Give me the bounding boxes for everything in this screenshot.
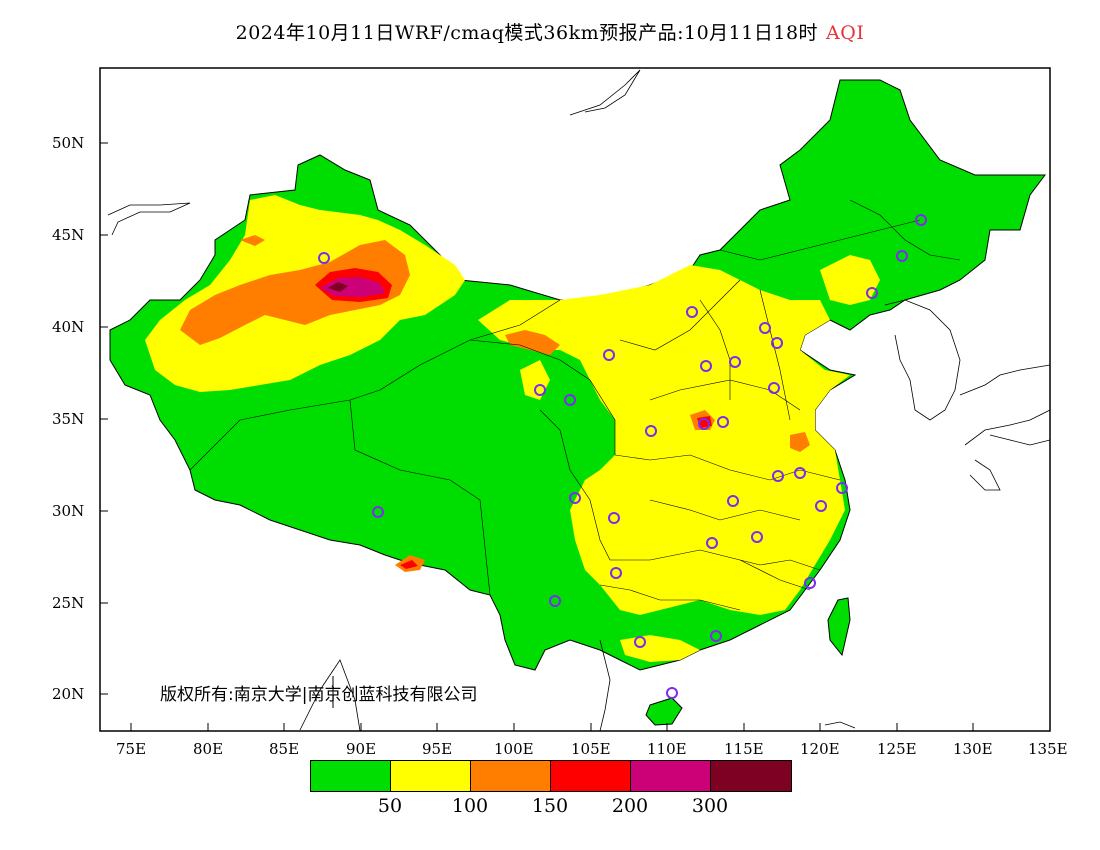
lon-label: 135E: [1028, 740, 1068, 758]
aqi-orange-ningxia: [505, 330, 560, 355]
legend-tick: 100: [451, 795, 489, 817]
aqi-maroon-core: [328, 282, 348, 292]
neighbor-coastlines: [107, 69, 1050, 731]
city-markers: [318, 214, 927, 699]
city-marker: [896, 250, 908, 262]
aqi-purple-core: [320, 277, 385, 297]
variable-label: AQI: [826, 22, 865, 44]
legend-color-cell: [391, 761, 471, 791]
lon-label: 100E: [494, 740, 534, 758]
city-marker: [534, 384, 546, 396]
aqi-orange-xinjiang-small: [240, 235, 265, 246]
city-marker: [608, 512, 620, 524]
city-marker: [717, 416, 729, 428]
legend-color-cell: [471, 761, 551, 791]
city-marker: [666, 687, 678, 699]
legend-colorbar: [310, 760, 792, 792]
lat-label: 20N: [52, 685, 85, 703]
city-marker: [564, 394, 576, 406]
lon-label: 85E: [269, 740, 300, 758]
city-marker: [836, 482, 848, 494]
lat-label: 25N: [52, 594, 85, 612]
title-text: 2024年10月11日WRF/cmaq模式36km预报产品:10月11日18时: [235, 22, 819, 44]
aqi-orange-anhui: [790, 432, 810, 452]
lon-label: 105E: [571, 740, 611, 758]
aqi-orange-tarim: [180, 240, 410, 345]
province-boundaries: [189, 199, 961, 611]
map-title: 2024年10月11日WRF/cmaq模式36km预报产品:10月11日18时 A…: [0, 18, 1100, 45]
city-marker: [771, 337, 783, 349]
city-marker: [706, 537, 718, 549]
city-marker: [686, 306, 698, 318]
city-marker: [700, 360, 712, 372]
aqi-yellow-northeast: [820, 255, 880, 305]
lon-label: 125E: [877, 740, 917, 758]
city-marker: [603, 349, 615, 361]
lat-label: 50N: [52, 134, 85, 152]
aqi-yellow-hexi: [520, 360, 550, 400]
city-marker: [698, 418, 710, 430]
lon-label: 110E: [647, 740, 687, 758]
city-marker: [318, 252, 330, 264]
city-marker: [710, 630, 722, 642]
city-marker: [372, 506, 384, 518]
city-marker: [645, 425, 657, 437]
aqi-yellow-south: [620, 635, 700, 662]
legend-color-cell: [551, 761, 631, 791]
lat-label: 30N: [52, 502, 85, 520]
city-marker: [915, 214, 927, 226]
city-marker: [804, 577, 816, 589]
lon-label: 80E: [193, 740, 224, 758]
city-marker: [866, 287, 878, 299]
lat-label: 40N: [52, 318, 85, 336]
copyright-text: 版权所有:南京大学|南京创蓝科技有限公司: [160, 685, 478, 705]
lat-label: 35N: [52, 410, 85, 428]
city-marker: [751, 531, 763, 543]
lon-label: 130E: [953, 740, 993, 758]
city-marker: [768, 382, 780, 394]
legend-tick: 200: [611, 795, 649, 817]
city-marker: [815, 500, 827, 512]
city-marker: [794, 467, 806, 479]
legend-color-cell: [711, 761, 791, 791]
lon-label: 95E: [422, 740, 453, 758]
axis-ticks: [100, 142, 1051, 731]
taiwan-island: [827, 597, 851, 657]
map-frame: [99, 67, 1051, 732]
legend-color-cell: [631, 761, 711, 791]
lon-label: 115E: [724, 740, 764, 758]
city-marker: [549, 595, 561, 607]
legend-tick: 300: [691, 795, 729, 817]
city-marker: [729, 356, 741, 368]
lat-label: 45N: [52, 226, 85, 244]
legend-tick: 50: [377, 795, 403, 817]
lon-label: 90E: [346, 740, 377, 758]
city-marker: [569, 492, 581, 504]
hainan-island: [645, 697, 683, 726]
city-marker: [634, 636, 646, 648]
city-marker: [610, 567, 622, 579]
lon-label: 120E: [800, 740, 840, 758]
city-marker: [727, 495, 739, 507]
lon-label: 75E: [116, 740, 147, 758]
aqi-yellow-east: [478, 265, 850, 615]
city-marker: [759, 322, 771, 334]
legend-tick: 150: [531, 795, 569, 817]
aqi-red-yunnan: [400, 560, 418, 569]
legend-color-cell: [311, 761, 391, 791]
city-marker: [772, 470, 784, 482]
